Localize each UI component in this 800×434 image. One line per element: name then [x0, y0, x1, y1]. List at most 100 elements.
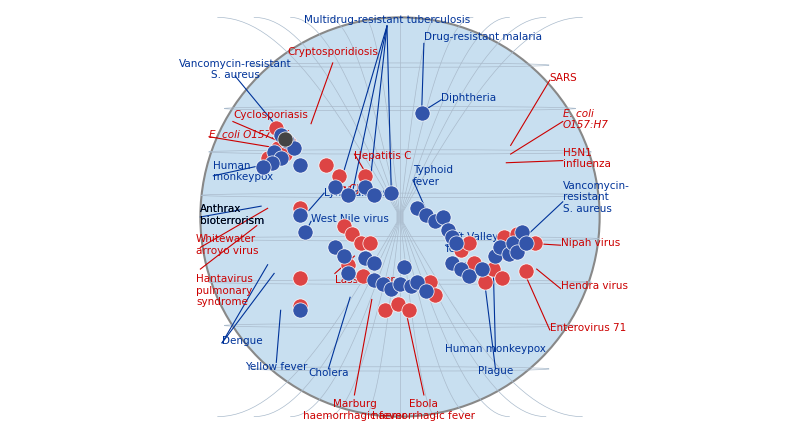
Point — [274, 155, 287, 162]
Point — [359, 255, 372, 262]
Text: Marburg
haemorrhagic fever: Marburg haemorrhagic fever — [303, 399, 406, 421]
Text: West Nile virus: West Nile virus — [311, 214, 389, 224]
Point — [446, 259, 458, 266]
Point — [487, 266, 500, 273]
Point — [298, 229, 311, 236]
Point — [498, 248, 510, 255]
Ellipse shape — [200, 17, 600, 417]
Text: SARS: SARS — [550, 73, 578, 83]
Point — [463, 240, 476, 247]
Text: Enterovirus 71: Enterovirus 71 — [550, 322, 626, 333]
Point — [329, 244, 342, 251]
Point — [262, 155, 274, 162]
Text: Hepatitis C: Hepatitis C — [354, 151, 412, 161]
Point — [476, 266, 489, 273]
Point — [266, 159, 278, 166]
Point — [333, 172, 346, 179]
Point — [257, 164, 270, 171]
Point — [294, 161, 306, 168]
Point — [329, 183, 342, 190]
Point — [506, 240, 519, 247]
Text: Vancomycin-
resistant
S. aureus: Vancomycin- resistant S. aureus — [562, 181, 630, 214]
Point — [506, 242, 519, 249]
Text: Typhoid
fever: Typhoid fever — [413, 165, 453, 187]
Point — [495, 274, 508, 281]
Point — [281, 138, 294, 145]
Point — [428, 218, 441, 225]
Point — [428, 292, 441, 299]
Point — [489, 253, 502, 260]
Point — [510, 231, 523, 238]
Text: Dengue: Dengue — [222, 335, 262, 346]
Point — [528, 240, 541, 247]
Text: Whitewater
arroyo virus: Whitewater arroyo virus — [196, 234, 258, 256]
Point — [394, 281, 406, 288]
Point — [442, 227, 454, 233]
Point — [385, 190, 398, 197]
Point — [346, 231, 358, 238]
Point — [411, 279, 424, 286]
Point — [294, 307, 306, 314]
Point — [359, 183, 372, 190]
Text: Vancomycin-resistant
S. aureus: Vancomycin-resistant S. aureus — [178, 59, 291, 80]
Point — [385, 285, 398, 292]
Point — [478, 279, 491, 286]
Point — [320, 161, 333, 168]
Text: E. coli
O157:H7: E. coli O157:H7 — [562, 108, 609, 130]
Point — [494, 244, 506, 251]
Point — [420, 211, 433, 218]
Point — [450, 240, 463, 247]
Point — [363, 240, 376, 247]
Point — [367, 276, 380, 283]
Point — [342, 192, 354, 199]
Point — [510, 248, 523, 255]
Text: Human monkeypox: Human monkeypox — [445, 344, 546, 355]
Point — [498, 233, 510, 240]
Text: Diphtheria: Diphtheria — [442, 92, 496, 103]
Text: vCJD: vCJD — [343, 184, 368, 194]
Point — [519, 240, 532, 247]
Point — [420, 287, 433, 294]
Text: Anthrax
bioterrorism: Anthrax bioterrorism — [200, 204, 265, 226]
Text: Nipah virus: Nipah virus — [561, 238, 620, 248]
Text: Rift Valley
fever: Rift Valley fever — [446, 232, 498, 254]
Point — [378, 307, 391, 314]
Point — [519, 268, 532, 275]
Point — [277, 133, 290, 140]
Point — [354, 240, 367, 247]
Point — [424, 279, 437, 286]
Text: Cholera: Cholera — [308, 368, 349, 378]
Point — [467, 259, 480, 266]
Point — [337, 253, 350, 260]
Point — [278, 135, 291, 142]
Point — [283, 140, 296, 147]
Text: HIV: HIV — [448, 262, 466, 272]
Point — [294, 205, 306, 212]
Text: Lassa fever: Lassa fever — [335, 275, 394, 285]
Point — [274, 131, 287, 138]
Point — [502, 250, 515, 257]
Point — [405, 283, 418, 290]
Point — [287, 144, 300, 151]
Text: Hantavirus
pulmonary
syndrome: Hantavirus pulmonary syndrome — [196, 274, 253, 307]
Point — [359, 172, 372, 179]
Point — [268, 148, 281, 155]
Point — [446, 233, 458, 240]
Point — [398, 263, 410, 270]
Point — [376, 281, 389, 288]
Point — [515, 229, 528, 236]
Point — [278, 151, 291, 158]
Point — [463, 272, 476, 279]
Point — [391, 300, 404, 307]
Text: Cryptosporidiosis: Cryptosporidiosis — [287, 47, 378, 57]
Point — [411, 205, 424, 212]
Text: Hendra virus: Hendra virus — [561, 281, 627, 292]
Text: Anthrax
bioterrorism: Anthrax bioterrorism — [200, 204, 265, 226]
Point — [337, 222, 350, 229]
Point — [272, 144, 285, 151]
Text: Plague: Plague — [478, 366, 513, 376]
Point — [357, 272, 370, 279]
Text: Drug-resistant malaria: Drug-resistant malaria — [424, 32, 542, 42]
Point — [342, 261, 354, 268]
Point — [294, 274, 306, 281]
